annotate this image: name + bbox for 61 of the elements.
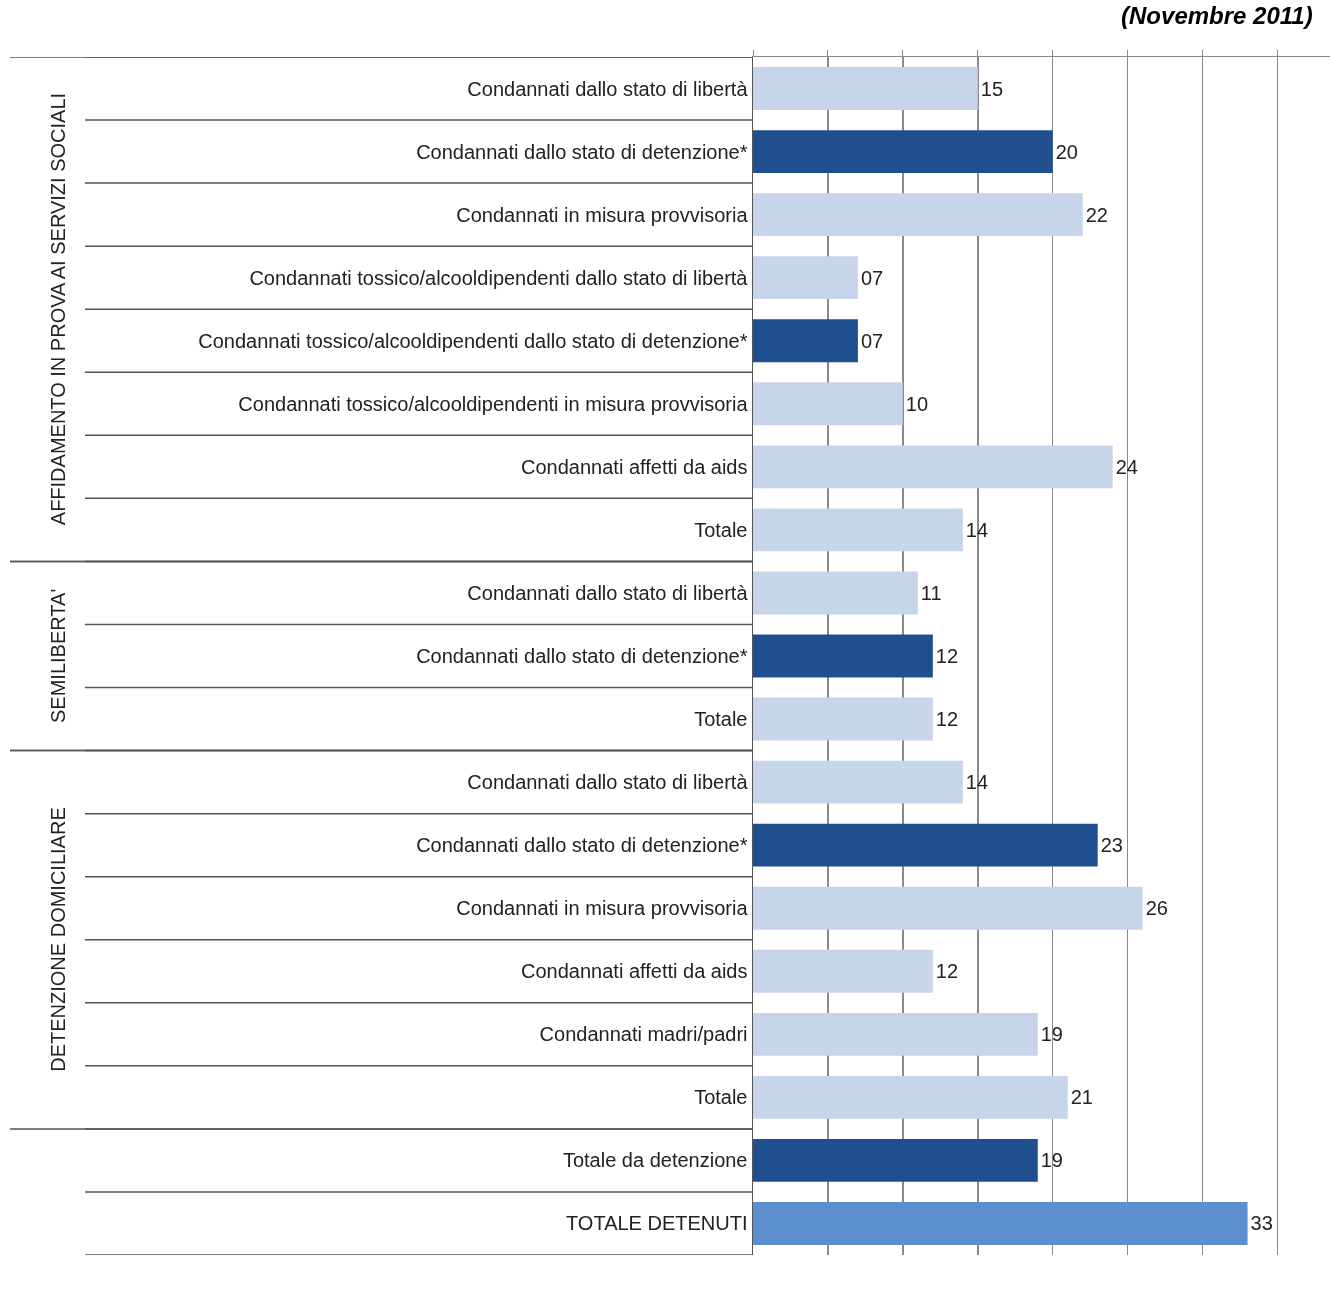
bar — [753, 382, 903, 426]
bar — [753, 823, 1098, 867]
bar — [753, 697, 933, 741]
data-label: 12 — [935, 708, 959, 731]
data-label: 21 — [1070, 1086, 1093, 1109]
data-label: 10 — [905, 392, 929, 415]
text: DETENZIONE DOMICILIARE — [47, 807, 70, 1072]
data-label: 23 — [1100, 834, 1123, 857]
bar — [753, 508, 963, 552]
data-label: 24 — [1115, 455, 1138, 478]
bar — [753, 1012, 1038, 1056]
data-label: 07 — [860, 266, 884, 289]
y-tick-label: Condannati dallo stato di libertà — [467, 581, 749, 604]
y-tick-label: Condannati dallo stato di libertà — [467, 77, 749, 100]
bar — [753, 1138, 1038, 1182]
data-label: 26 — [1145, 897, 1168, 920]
bar — [753, 193, 1083, 237]
data-label: 14 — [965, 518, 989, 541]
data-label: 19 — [1040, 1023, 1063, 1046]
data-label: 12 — [935, 960, 959, 983]
data-label: 22 — [1085, 203, 1108, 226]
bar — [753, 1075, 1068, 1119]
bar — [753, 130, 1053, 174]
bar — [753, 445, 1113, 489]
bar — [753, 760, 963, 804]
y-tick-label: Totale — [694, 518, 748, 541]
y-tick-label: Totale — [694, 1086, 748, 1109]
data-label: 33 — [1250, 1212, 1273, 1235]
y-tick-label: Condannati affetti da aids — [521, 960, 748, 983]
y-tick-label: Condannati tossico/alcooldipendenti dallo stato di libertà — [249, 266, 749, 289]
data-label: 11 — [920, 581, 942, 604]
chart-title: (Novembre 2011) — [1121, 1, 1313, 29]
y-tick-label: Condannati in misura provvisoria — [456, 897, 749, 920]
y-tick-label: Condannati dallo stato di libertà — [467, 771, 749, 794]
y-tick-label: Condannati madri/padri — [539, 1023, 748, 1046]
text: SEMILIBERTA' — [47, 588, 69, 723]
data-label: 07 — [860, 329, 884, 352]
bar — [753, 634, 933, 678]
y-tick-label: Condannati dallo stato di detenzione* — [416, 140, 748, 163]
bar — [753, 256, 858, 300]
y-tick-label: Condannati dallo stato di detenzione* — [416, 645, 748, 667]
data-label: 14 — [965, 771, 989, 794]
data-label: 12 — [935, 645, 959, 667]
y-tick-label: Condannati tossico/alcooldipendenti dallo stato di detenzione* — [198, 329, 748, 352]
bar — [753, 1202, 1248, 1245]
bar — [753, 949, 933, 993]
text: AFFIDAMENTO IN PROVA AI SERVIZI SOCIALI — [46, 92, 69, 526]
bar — [753, 571, 918, 615]
y-tick-label: Totale — [694, 708, 748, 731]
data-label: 19 — [1040, 1149, 1063, 1172]
y-tick-label: Condannati affetti da aids — [521, 455, 748, 478]
bar — [753, 319, 858, 363]
y-tick-label: Condannati in misura provvisoria — [456, 203, 749, 226]
bar — [753, 886, 1143, 930]
y-tick-label: Totale da detenzione — [562, 1149, 748, 1172]
y-tick-label: TOTALE DETENUTI — [565, 1212, 748, 1235]
y-tick-label: Condannati dallo stato di detenzione* — [416, 834, 748, 857]
bar — [753, 67, 978, 110]
data-label: 20 — [1055, 140, 1078, 163]
data-label: 15 — [980, 77, 1004, 100]
y-tick-label: Condannati tossico/alcooldipendenti in misura provvisoria — [238, 392, 749, 415]
